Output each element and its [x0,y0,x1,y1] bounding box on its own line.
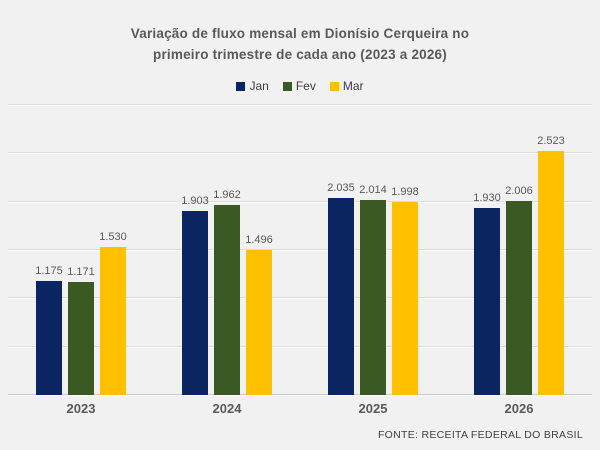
bar-mar-2023 [100,247,126,395]
x-axis-baseline [8,394,592,395]
bar-fev-2023 [68,281,94,395]
bar-value-label: 2.035 [327,182,355,195]
bar-value-label: 2.006 [505,185,533,198]
bar-value-label: 1.171 [67,265,95,278]
bar-value-label: 2.014 [359,184,387,197]
bar-value-label: 1.962 [213,189,241,202]
bar-value-label: 1.998 [391,185,419,198]
bar-jan-2023 [36,281,62,395]
legend-item-fev: Fev [282,79,316,93]
chart-title: Variação de fluxo mensal em Dionísio Cer… [130,26,470,62]
legend-label: Fev [295,79,316,93]
category-label-2024: 2024 [212,401,242,416]
gridline [8,200,592,202]
gridline [8,345,592,347]
bar-value-label: 1.903 [181,195,209,208]
bar-mar-2025 [392,201,418,395]
category-label-2026: 2026 [504,401,534,416]
gridline [8,104,592,105]
bar-value-label: 1.530 [99,231,127,244]
bar-value-label: 1.930 [473,192,501,205]
legend-swatch-mar [329,81,339,91]
bar-fev-2025 [360,200,386,395]
bar-value-label: 1.496 [245,234,273,247]
gridline [8,152,592,154]
legend-label: Mar [342,79,364,93]
bar-jan-2025 [328,198,354,395]
category-label-2023: 2023 [66,401,96,416]
legend-item-jan: Jan [236,79,269,93]
legend: Jan Fev Mar [0,79,600,93]
bar-value-label: 1.175 [35,265,63,278]
bar-fev-2024 [214,205,240,395]
gridline [8,249,592,250]
category-label-2025: 2025 [358,401,388,416]
legend-swatch-jan [236,81,246,91]
bar-jan-2026 [474,208,500,395]
bar-jan-2024 [182,211,208,395]
legend-swatch-fev [282,81,292,91]
bar-mar-2026 [538,151,564,395]
source-note: FONTE: RECEITA FEDERAL DO BRASIL [377,429,583,441]
legend-label: Jan [249,79,269,93]
bar-fev-2026 [506,201,532,395]
bar-mar-2024 [246,250,272,395]
gridline [8,297,592,299]
plot-area: 1.175 1.171 1.530 2023 1.903 1.962 1.496 2024 2.… [8,104,592,416]
bar-value-label: 2.523 [537,135,565,148]
legend-item-mar: Mar [329,79,364,93]
